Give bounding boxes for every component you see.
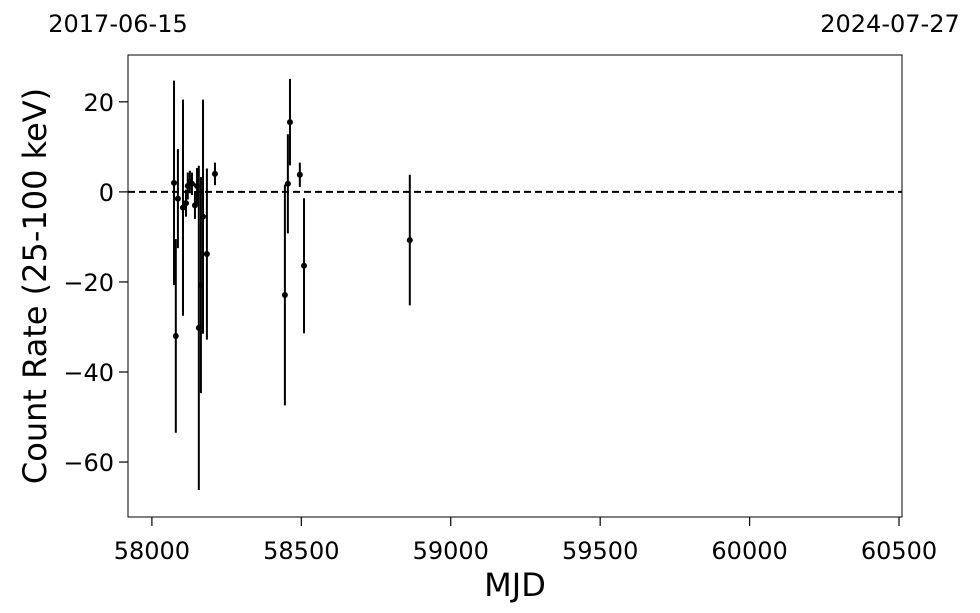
x-tick-label: 60000 xyxy=(711,537,787,565)
data-point xyxy=(296,171,303,178)
data-point xyxy=(188,180,195,187)
data-point xyxy=(286,119,293,126)
plot-frame xyxy=(127,54,903,518)
data-point xyxy=(281,292,288,299)
y-axis-label: Count Rate (25-100 keV) xyxy=(16,88,54,484)
data-point xyxy=(301,262,308,269)
top-left-date: 2017-06-15 xyxy=(48,10,187,38)
data-point xyxy=(284,180,291,187)
x-tick-label: 59000 xyxy=(413,537,489,565)
y-tick-label: 0 xyxy=(99,179,114,207)
x-tick-label: 60500 xyxy=(861,537,937,565)
x-axis-label: MJD xyxy=(484,566,546,604)
data-point xyxy=(179,204,186,211)
y-tick-label: 20 xyxy=(83,89,114,117)
data-point xyxy=(211,170,218,177)
x-tick-label: 59500 xyxy=(562,537,638,565)
data-point xyxy=(182,200,189,207)
y-tick-label: −20 xyxy=(63,269,114,297)
data-point xyxy=(172,332,179,339)
data-point xyxy=(406,237,413,244)
data-point xyxy=(203,251,210,258)
y-tick-label: −40 xyxy=(63,359,114,387)
data-point xyxy=(174,195,181,202)
data-point xyxy=(200,213,207,220)
top-right-date: 2024-07-27 xyxy=(820,10,959,38)
y-tick-label: −60 xyxy=(63,449,114,477)
data-point xyxy=(171,179,178,186)
x-tick-label: 58000 xyxy=(114,537,190,565)
x-tick-label: 58500 xyxy=(263,537,339,565)
